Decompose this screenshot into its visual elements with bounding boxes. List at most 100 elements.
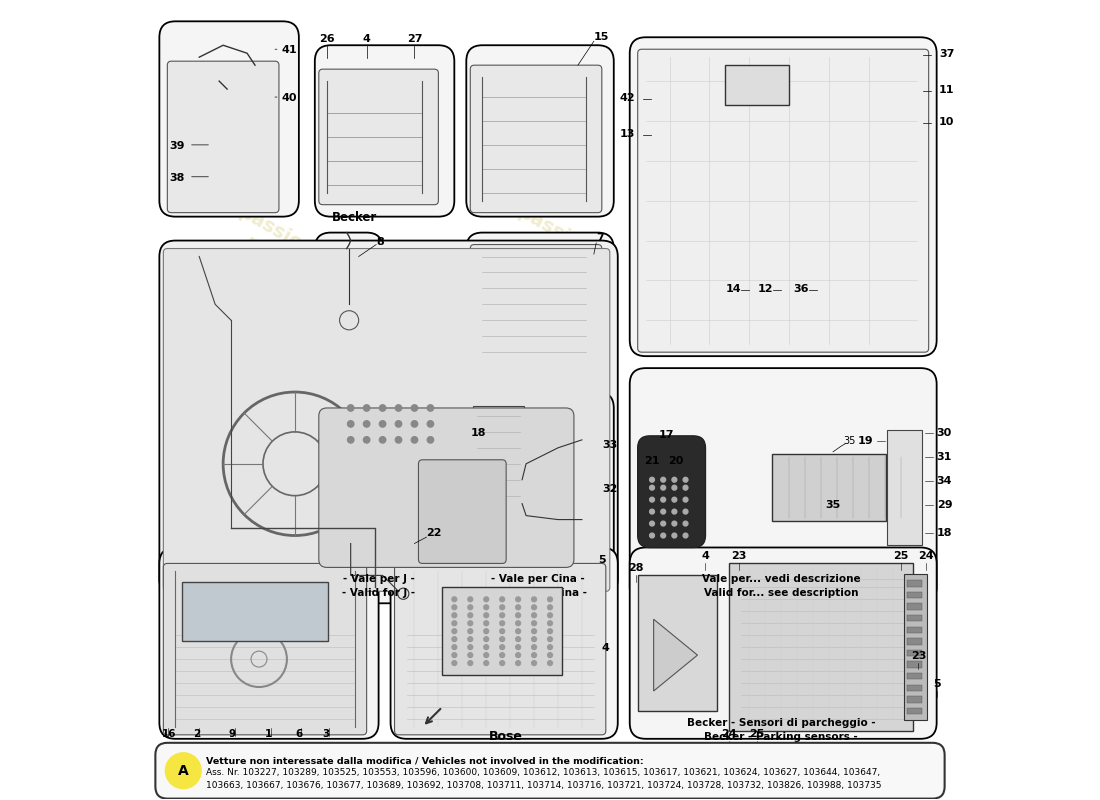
FancyBboxPatch shape (629, 547, 937, 739)
Text: passione
parts
info: passione parts info (492, 202, 608, 308)
FancyBboxPatch shape (182, 582, 329, 641)
Circle shape (427, 405, 433, 411)
Circle shape (484, 597, 488, 602)
FancyBboxPatch shape (160, 547, 378, 739)
Circle shape (411, 405, 418, 411)
Circle shape (531, 613, 537, 618)
Circle shape (484, 661, 488, 666)
FancyBboxPatch shape (466, 233, 614, 372)
Text: passione
parts
info: passione parts info (475, 418, 593, 523)
Circle shape (452, 653, 456, 658)
Circle shape (484, 621, 488, 626)
Circle shape (379, 405, 386, 411)
Circle shape (499, 597, 505, 602)
FancyBboxPatch shape (725, 65, 789, 105)
FancyBboxPatch shape (908, 603, 922, 610)
Circle shape (468, 605, 473, 610)
Circle shape (395, 421, 402, 427)
Text: 13: 13 (620, 129, 636, 139)
Text: 32: 32 (602, 484, 617, 494)
FancyBboxPatch shape (319, 408, 574, 567)
Circle shape (650, 533, 654, 538)
Text: Ass. Nr. 103227, 103289, 103525, 103553, 103596, 103600, 103609, 103612, 103613,: Ass. Nr. 103227, 103289, 103525, 103553,… (206, 768, 880, 778)
Circle shape (363, 421, 370, 427)
Circle shape (484, 613, 488, 618)
Circle shape (683, 510, 688, 514)
FancyBboxPatch shape (908, 638, 922, 645)
Circle shape (452, 613, 456, 618)
Text: 23: 23 (911, 651, 926, 661)
Text: 39: 39 (169, 141, 185, 151)
Circle shape (672, 486, 676, 490)
FancyBboxPatch shape (471, 65, 602, 213)
Text: Vetture non interessate dalla modifica / Vehicles not involved in the modificati: Vetture non interessate dalla modifica /… (206, 756, 644, 766)
Circle shape (548, 637, 552, 642)
Text: passione
parts
info: passione parts info (212, 202, 330, 308)
Text: Vale per... vedi descrizione
Valid for... see description: Vale per... vedi descrizione Valid for..… (702, 574, 860, 598)
Circle shape (499, 661, 505, 666)
Text: 34: 34 (937, 476, 953, 486)
Circle shape (650, 510, 654, 514)
Text: Becker: Becker (332, 210, 377, 224)
Text: 17: 17 (659, 430, 674, 440)
Text: 8: 8 (376, 237, 384, 246)
Text: 24: 24 (722, 730, 737, 739)
FancyBboxPatch shape (466, 392, 614, 603)
Text: 22: 22 (427, 527, 442, 538)
Circle shape (516, 605, 520, 610)
Text: 25: 25 (749, 730, 764, 739)
Circle shape (683, 478, 688, 482)
FancyBboxPatch shape (418, 460, 506, 563)
Circle shape (499, 605, 505, 610)
Text: 5: 5 (597, 555, 605, 566)
Text: 31: 31 (937, 452, 952, 462)
Text: 11: 11 (939, 85, 955, 95)
Circle shape (661, 498, 666, 502)
Circle shape (650, 521, 654, 526)
Text: 38: 38 (169, 173, 185, 182)
Circle shape (452, 597, 456, 602)
Circle shape (672, 498, 676, 502)
Circle shape (548, 613, 552, 618)
Circle shape (650, 478, 654, 482)
Circle shape (468, 629, 473, 634)
Circle shape (548, 597, 552, 602)
Circle shape (411, 421, 418, 427)
FancyBboxPatch shape (638, 575, 717, 711)
Text: 10: 10 (939, 117, 955, 127)
FancyBboxPatch shape (908, 708, 922, 714)
FancyBboxPatch shape (908, 673, 922, 679)
Text: 21: 21 (645, 456, 660, 466)
Circle shape (672, 533, 676, 538)
Circle shape (484, 637, 488, 642)
Circle shape (468, 661, 473, 666)
Circle shape (452, 637, 456, 642)
Circle shape (411, 437, 418, 443)
Text: info: info (498, 443, 570, 502)
Text: 27: 27 (407, 34, 422, 44)
Text: 42: 42 (619, 93, 636, 103)
Circle shape (379, 437, 386, 443)
Circle shape (661, 510, 666, 514)
Circle shape (452, 605, 456, 610)
Text: 24: 24 (918, 551, 934, 562)
FancyBboxPatch shape (160, 22, 299, 217)
Circle shape (468, 613, 473, 618)
FancyBboxPatch shape (167, 61, 279, 213)
Text: - Vale per J -
- Valid for J -: - Vale per J - - Valid for J - (342, 574, 415, 598)
Text: 37: 37 (939, 49, 955, 59)
Circle shape (516, 653, 520, 658)
Text: 14: 14 (726, 284, 741, 294)
Text: 1: 1 (265, 730, 272, 739)
Text: 18: 18 (937, 527, 953, 538)
Circle shape (672, 478, 676, 482)
Text: 20: 20 (668, 456, 683, 466)
Circle shape (484, 645, 488, 650)
Text: 3: 3 (322, 730, 330, 739)
Circle shape (499, 613, 505, 618)
FancyBboxPatch shape (395, 563, 606, 735)
Circle shape (348, 421, 354, 427)
Text: 18: 18 (471, 428, 486, 438)
Circle shape (427, 437, 433, 443)
Circle shape (363, 437, 370, 443)
